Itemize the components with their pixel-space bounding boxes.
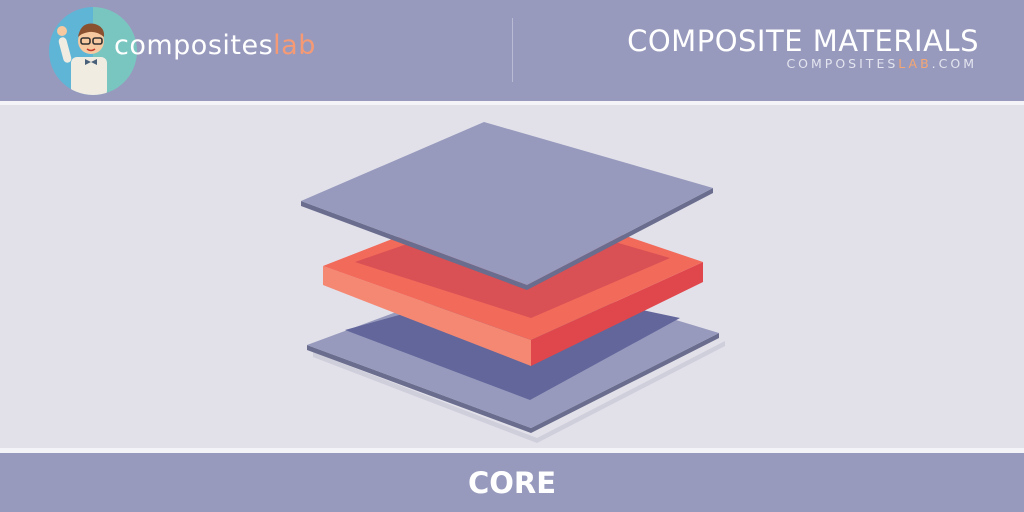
header-bar: compositeslab COMPOSITE MATERIALS COMPOS… bbox=[0, 0, 1024, 101]
header-separator bbox=[0, 101, 1024, 105]
site-url-main: COMPOSITES bbox=[786, 56, 899, 71]
top-skin-plate bbox=[301, 122, 713, 290]
logo-wordmark[interactable]: compositeslab bbox=[114, 30, 316, 61]
logo-text-accent: lab bbox=[273, 30, 316, 61]
footer-bar: CORE bbox=[0, 453, 1024, 512]
logo-text-main: composites bbox=[114, 30, 274, 61]
footer-separator bbox=[0, 448, 1024, 453]
site-url-suffix: .COM bbox=[931, 56, 977, 71]
header-divider bbox=[512, 18, 513, 82]
site-url-accent: LAB bbox=[898, 56, 932, 71]
logo-mascot-icon bbox=[49, 7, 137, 95]
site-url[interactable]: COMPOSITESLAB.COM bbox=[786, 56, 977, 71]
page-title: COMPOSITE MATERIALS bbox=[627, 24, 979, 58]
caption-label: CORE bbox=[467, 466, 557, 500]
